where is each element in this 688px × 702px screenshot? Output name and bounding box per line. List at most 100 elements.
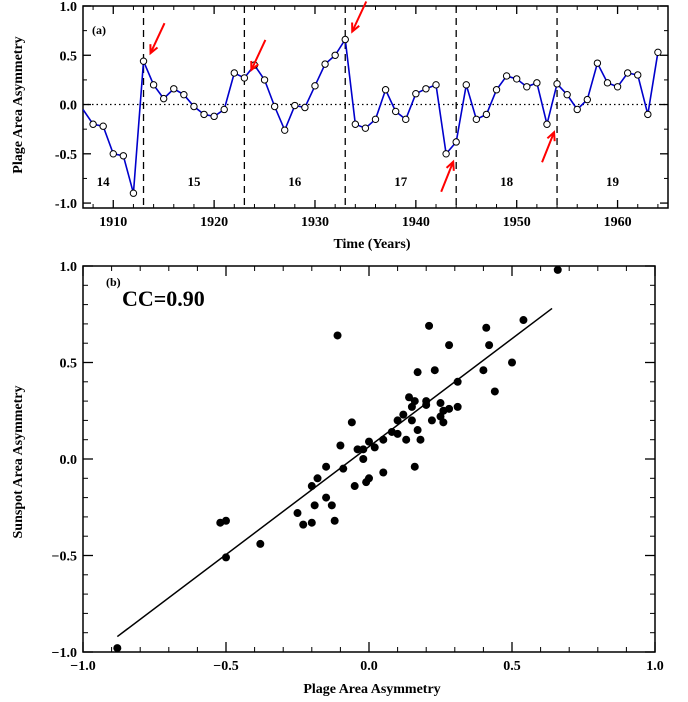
panel-b-point	[445, 404, 454, 413]
panel-a-point	[281, 126, 289, 134]
panel-a-point	[159, 94, 168, 103]
panel-b-point	[307, 518, 316, 527]
panel-a-point	[402, 115, 410, 124]
panel-b-point	[425, 321, 434, 330]
panel-b-point	[310, 501, 319, 510]
panel-a-point	[119, 152, 128, 160]
panel-b-xtick-label: 1.0	[646, 659, 664, 674]
panel-a-point	[301, 103, 309, 112]
panel-b-point	[379, 435, 388, 444]
panel-a-point	[391, 107, 400, 116]
panel-a-cycle-label: 18	[500, 174, 514, 189]
panel-b-xtick-label: 0.0	[360, 659, 378, 674]
panel-b-point	[508, 358, 516, 367]
panel-b-point	[365, 474, 373, 483]
panel-a-point	[623, 69, 632, 77]
panel-a-point	[311, 82, 319, 90]
panel-b-point	[379, 468, 388, 477]
panel-b-point	[553, 265, 562, 274]
panel-a-ytick-label: -0.5	[55, 148, 77, 163]
panel-b-point	[445, 341, 454, 350]
panel-a-point	[361, 124, 370, 132]
panel-b-point	[436, 412, 445, 421]
panel-a-point	[583, 95, 592, 104]
panel-a-point	[462, 81, 470, 89]
panel-b-point	[402, 435, 411, 444]
panel-a-point	[230, 69, 238, 77]
panel-a-point	[432, 81, 440, 89]
panel-a-point	[442, 150, 450, 158]
panel-a-series-line	[83, 37, 659, 194]
panel-a-point	[341, 35, 349, 44]
panel-a-point	[149, 81, 158, 89]
panel-a-point	[109, 150, 117, 158]
panel-a-arrow	[440, 161, 455, 193]
panel-b-point	[413, 426, 422, 435]
panel-b-point	[370, 443, 379, 452]
panel-a-xtick-label: 1950	[503, 215, 531, 230]
panel-a-time-series: (a) Time (Years) Plage Area Asymmetry 19…	[11, 0, 669, 252]
panel-b-ytick-label: 0.5	[60, 357, 78, 372]
panel-a-point	[613, 83, 622, 91]
panel-a-ylabel: Plage Area Asymmetry	[11, 36, 26, 173]
panel-a-cycle-label: 17	[394, 174, 408, 189]
panel-a-xlabel: Time (Years)	[333, 237, 410, 252]
panel-b-point	[410, 397, 419, 406]
panel-b-point	[350, 482, 359, 491]
panel-a-xtick-label: 1910	[99, 215, 127, 230]
panel-a-arrow-head	[445, 159, 455, 171]
panel-b-point	[430, 366, 439, 375]
panel-a-point	[180, 90, 188, 99]
panel-b-tag: (b)	[106, 275, 121, 289]
panel-b-point	[453, 377, 462, 386]
panel-a-point	[190, 102, 198, 111]
panel-a-point	[422, 85, 430, 93]
panel-b-point	[293, 509, 302, 518]
panel-a-point	[351, 120, 360, 128]
panel-b-ytick-label: −1.0	[52, 646, 77, 661]
panel-a-point	[603, 79, 612, 87]
panel-b-point	[407, 416, 416, 425]
panel-a-tag: (a)	[92, 23, 106, 37]
panel-a-ytick-label: 0.0	[60, 99, 78, 114]
panel-a-cycle-label: 16	[288, 174, 302, 189]
panel-b-point	[359, 455, 368, 463]
panel-b-point	[399, 410, 408, 419]
panel-b-annotation: CC=0.90	[122, 286, 205, 311]
panel-b-point	[307, 482, 316, 491]
panel-b-point	[222, 516, 230, 525]
panel-a-xtick-label: 1940	[402, 215, 430, 230]
panel-a-point	[200, 110, 208, 119]
panel-a-point	[472, 115, 481, 124]
panel-b-fit-line	[116, 307, 553, 638]
panel-a-point	[492, 86, 501, 94]
panel-a-point	[270, 102, 279, 111]
panel-b-point	[393, 416, 402, 425]
panel-a-point	[99, 122, 107, 130]
panel-a-point	[644, 110, 652, 119]
panel-b-point	[479, 366, 488, 375]
panel-a-point	[513, 75, 521, 83]
panel-a-point	[129, 189, 138, 197]
panel-a-point	[89, 120, 97, 128]
panel-b-point	[327, 501, 336, 510]
panel-b-point	[422, 400, 431, 409]
panel-b-xlabel: Plage Area Asymmetry	[303, 682, 440, 697]
panel-b-xtick-label: 0.5	[503, 659, 521, 674]
panel-b-xtick-label: −1.0	[70, 659, 95, 674]
panel-b-point	[333, 331, 342, 340]
panel-b-point	[405, 393, 414, 402]
panel-a-point	[563, 90, 571, 99]
panel-a-point	[452, 138, 460, 146]
panel-b-point	[427, 416, 436, 425]
panel-a-point	[381, 86, 390, 94]
panel-b-point	[436, 399, 445, 408]
panel-b-point	[322, 493, 331, 502]
panel-b-ylabel: Sunspot Area Asymmetry	[11, 386, 26, 539]
panel-a-ytick-label: 1.0	[60, 0, 78, 15]
panel-a-point	[654, 48, 662, 57]
panel-a-arrow-head	[546, 130, 556, 142]
panel-a-cycle-label: 15	[187, 174, 201, 189]
panel-b-ytick-label: 0.0	[60, 453, 78, 468]
